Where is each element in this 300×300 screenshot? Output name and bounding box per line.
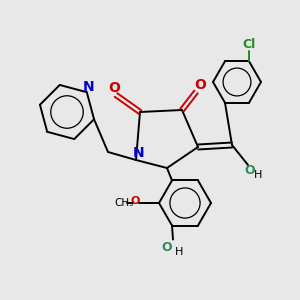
Text: O: O: [130, 196, 140, 206]
Text: CH₃: CH₃: [114, 198, 134, 208]
Text: H: H: [175, 247, 183, 256]
Text: O: O: [194, 78, 206, 92]
Text: N: N: [133, 146, 145, 160]
Text: O: O: [245, 164, 255, 178]
Text: H: H: [254, 170, 262, 180]
Text: O: O: [162, 241, 172, 254]
Text: Cl: Cl: [242, 38, 256, 51]
Text: N: N: [83, 80, 94, 94]
Text: O: O: [108, 81, 120, 95]
